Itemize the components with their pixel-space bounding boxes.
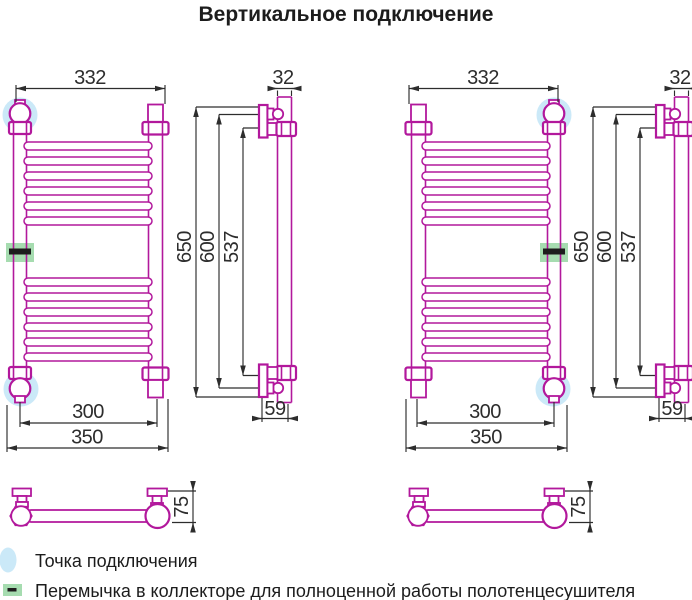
legend-jumper-label: Перемычка в коллекторе для полноценной р… (35, 581, 635, 600)
top-view-left (11, 484, 197, 530)
page-title: Вертикальное подключение (198, 3, 493, 26)
dimension-labels-left: 332 32 650 600 537 300 350 59 75 (71, 67, 294, 518)
dim-pipe-diameter: 32 (272, 67, 294, 89)
front-view-left (3, 85, 169, 452)
dim-rung-span: 300 (72, 401, 104, 423)
legend: Точка подключения Перемычка в коллекторе… (0, 547, 635, 600)
dim-depth: 75 (171, 496, 193, 518)
dim-top-width: 332 (467, 67, 499, 89)
dim-inner-height: 537 (618, 231, 640, 263)
dim-top-width: 332 (74, 67, 106, 89)
dim-rung-span: 300 (469, 401, 501, 423)
dim-wall-distance: 59 (264, 398, 286, 420)
front-view-right (406, 85, 572, 452)
dim-depth: 75 (568, 496, 590, 518)
dimension-labels-right: 332 32 650 600 537 300 350 59 75 (467, 67, 691, 518)
legend-connection-point-label: Точка подключения (35, 551, 198, 571)
dim-wall-distance: 59 (661, 398, 683, 420)
legend-jumper-bar (7, 588, 17, 592)
dim-collector-height: 600 (594, 231, 616, 263)
top-view-right (408, 484, 594, 530)
legend-connection-point-symbol (0, 547, 17, 573)
dim-overall-width: 350 (470, 427, 502, 449)
dim-overall-width: 350 (71, 427, 103, 449)
dim-overall-height: 650 (174, 231, 196, 263)
dim-inner-height: 537 (221, 231, 243, 263)
dim-overall-height: 650 (571, 231, 593, 263)
dim-pipe-diameter: 32 (669, 67, 691, 89)
dim-collector-height: 600 (197, 231, 219, 263)
